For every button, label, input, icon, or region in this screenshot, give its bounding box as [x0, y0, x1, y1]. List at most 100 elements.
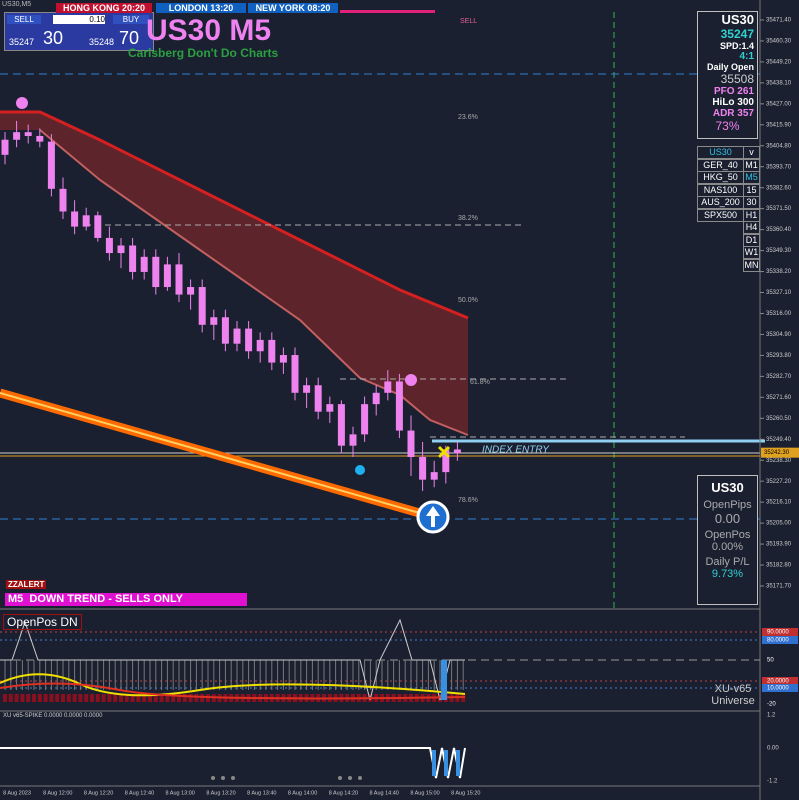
x-tick-label: 8 Aug 12:40	[125, 790, 154, 796]
osc-block	[107, 694, 112, 702]
y-tick-label: 35438.10	[766, 80, 792, 86]
y-tick-label: 35304.90	[766, 332, 792, 338]
candle-body	[245, 328, 253, 352]
osc-level-tag	[762, 636, 798, 644]
candle-body	[210, 317, 218, 325]
y-tick-label: 35471.40	[766, 18, 792, 24]
sell-button[interactable]: SELL	[7, 15, 41, 24]
candle-body	[326, 404, 334, 412]
osc-level-label: 50	[767, 658, 774, 664]
symbol-button[interactable]: GER_40	[697, 158, 744, 172]
info-adr-pct: 73%	[715, 119, 740, 133]
lot-input[interactable]: 0.10	[53, 15, 105, 24]
session-bar	[340, 10, 435, 13]
timeframe-button[interactable]: M1	[743, 158, 760, 172]
symbol-button[interactable]: HKG_50	[697, 171, 744, 184]
symbol-button[interactable]: SPX500	[697, 208, 744, 222]
y-tick-label: 35271.60	[766, 395, 792, 401]
trend-line	[0, 392, 431, 517]
candle-body	[268, 339, 276, 363]
candle-body	[1, 139, 9, 155]
candle-body	[129, 245, 137, 272]
osc-level-tag	[762, 628, 798, 636]
x-tick-label: 8 Aug 13:20	[206, 790, 235, 796]
osc-line	[0, 673, 466, 697]
osc-zigzag	[0, 618, 465, 701]
timeframe-button[interactable]: M5	[743, 171, 760, 184]
candle-body	[419, 457, 427, 480]
dot	[348, 776, 352, 780]
timeframe-button[interactable]: H4	[743, 221, 760, 234]
x-tick-label: 8 Aug 13:00	[166, 790, 195, 796]
candle-body	[24, 132, 32, 136]
timeframe-button[interactable]: W1	[743, 246, 760, 259]
timeframe-button[interactable]: v	[743, 146, 760, 159]
y-tick-label: 35282.70	[766, 374, 792, 380]
info-spread: SPD:1.4	[719, 41, 754, 51]
spike-title: XU v65-SPIKE 0.0000 0.0000 0.0000	[3, 713, 103, 719]
y-tick-label: 35216.10	[766, 500, 792, 506]
buy-button[interactable]: BUY	[113, 15, 149, 24]
x-tick-label: 8 Aug 14:20	[329, 790, 358, 796]
info-price: 35247	[720, 27, 754, 41]
timeframe-button[interactable]: MN	[743, 258, 760, 272]
osc-block	[130, 694, 135, 702]
candle-body	[349, 434, 357, 446]
bid-pips: 30	[43, 28, 64, 48]
candle-body	[140, 256, 148, 272]
candle-body	[59, 188, 67, 212]
timeframe-button[interactable]: D1	[743, 233, 760, 247]
timeframe-button[interactable]: 15	[743, 183, 760, 197]
fib-label: 78.6%	[458, 497, 478, 504]
y-tick-label: 35460.30	[766, 39, 792, 45]
signal-label: SELL	[460, 18, 478, 25]
signal-dot	[355, 465, 365, 475]
osc-block	[171, 694, 176, 702]
candle-body	[163, 264, 171, 288]
dot	[358, 776, 362, 780]
timeframe-button[interactable]: H1	[743, 208, 760, 222]
x-tick-label: 8 Aug 12:00	[43, 790, 72, 796]
spike-line	[0, 747, 466, 779]
symbol-button[interactable]: NAS100	[697, 183, 744, 197]
info-open: 35508	[720, 72, 754, 86]
x-tick-label: 8 Aug 15:20	[451, 790, 480, 796]
dot	[338, 776, 342, 780]
candle-body	[187, 287, 195, 295]
fib-label: 23.6%	[458, 114, 478, 121]
candle-body	[94, 215, 102, 238]
symbol-button[interactable]: AUS_200	[697, 196, 744, 209]
osc-block	[194, 694, 199, 702]
timeframe-button[interactable]: 30	[743, 196, 760, 209]
pos-label: OpenPos	[704, 529, 751, 541]
y-tick-label: 35260.50	[766, 416, 792, 422]
candle-body	[233, 328, 241, 344]
candle-body	[361, 404, 369, 435]
y-tick-label: 35382.60	[766, 185, 792, 191]
info-hilo: HiLo 300	[712, 97, 754, 108]
chart-subtitle: Carlsberg Don't Do Charts	[128, 46, 279, 60]
session: LONDON 13:20	[156, 3, 246, 13]
candle-body	[372, 392, 380, 405]
y-tick-label: 35338.20	[766, 269, 792, 275]
osc-block	[136, 694, 141, 702]
osc-block	[153, 694, 158, 702]
x-tick-label: 8 Aug 13:40	[247, 790, 276, 796]
spike-level-label: -1.2	[767, 779, 778, 785]
osc-name-text: XU-v65	[714, 683, 752, 695]
osc-name: XU-v65 Universe	[708, 683, 758, 707]
x-tick-label: 8 Aug 14:40	[370, 790, 399, 796]
osc-block	[49, 694, 54, 702]
price-tag	[761, 447, 799, 458]
osc-block	[78, 694, 83, 702]
symbol-button[interactable]: US30	[697, 146, 744, 159]
candle-body	[453, 449, 461, 454]
y-tick-label: 35205.00	[766, 521, 792, 527]
osc-block	[165, 694, 170, 702]
x-tick-label: 8 Aug 2023	[3, 790, 31, 796]
osc-block	[61, 694, 65, 702]
info-box: US30 35247 SPD:1.4 4:1 Daily Open 35508 …	[697, 11, 758, 139]
spike-level-label: 0.00	[767, 746, 779, 752]
candle-body	[279, 355, 287, 363]
